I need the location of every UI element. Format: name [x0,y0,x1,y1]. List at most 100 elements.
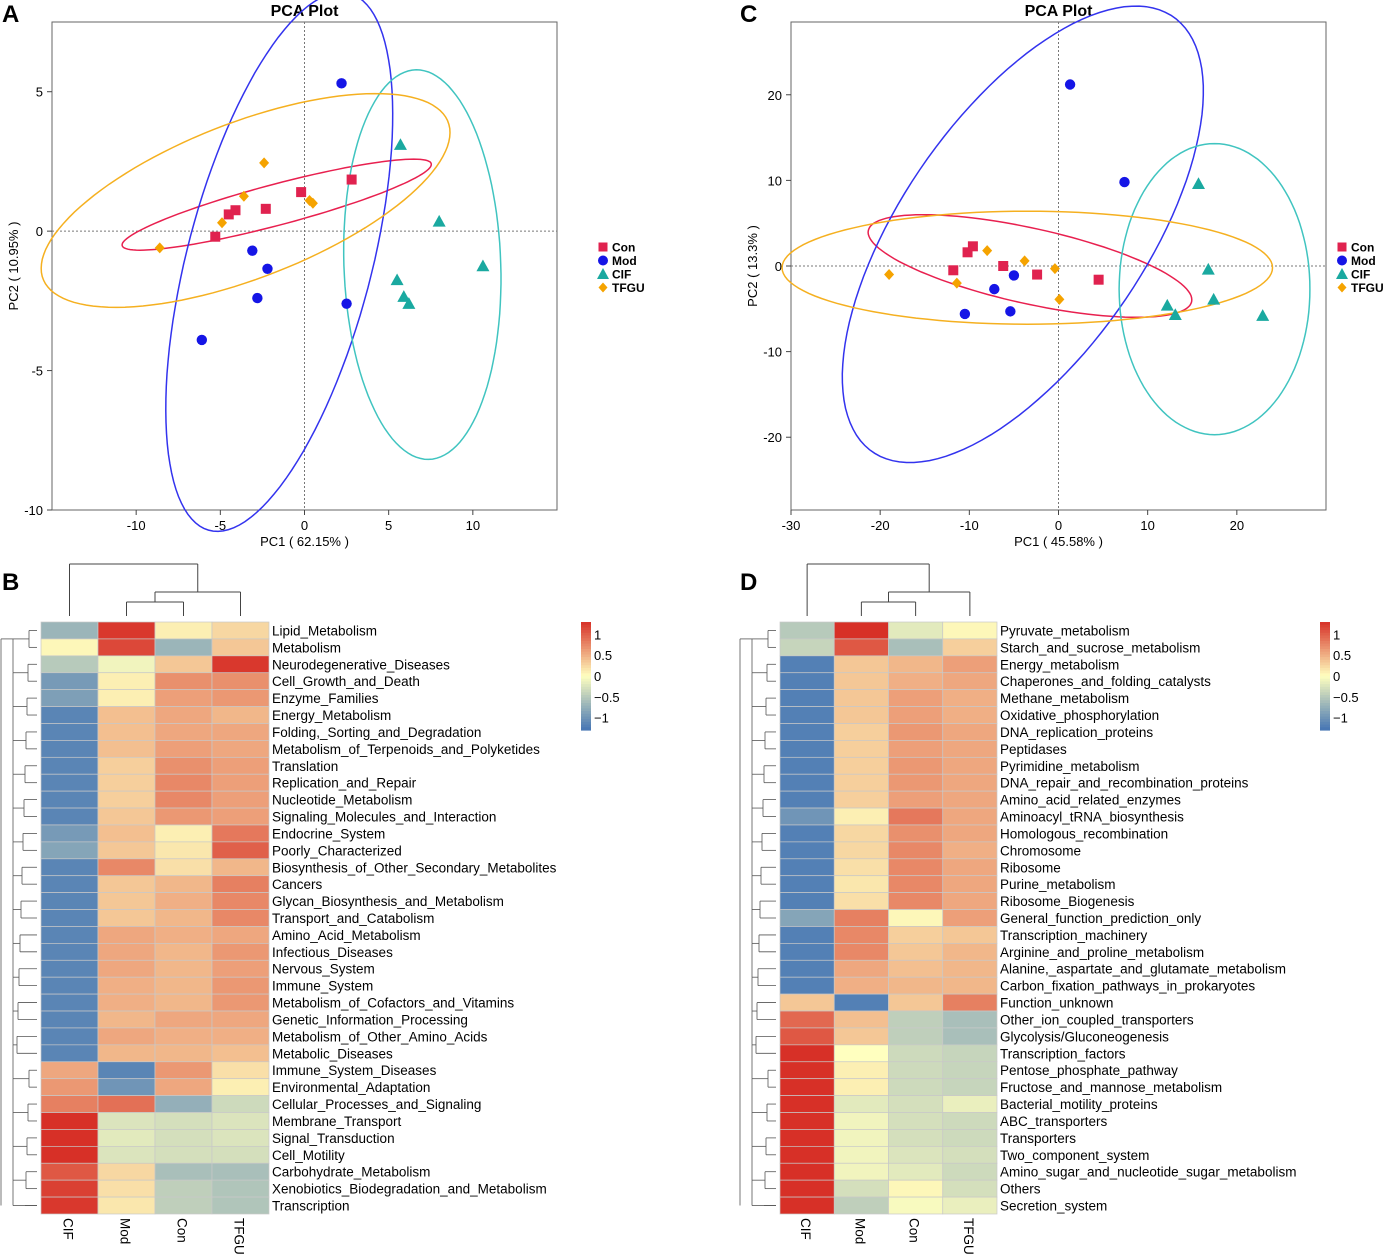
heat-d-cell [942,993,998,1012]
heat-b-cell [97,875,156,893]
heat-b-row-label: Signal_Transduction [272,1131,395,1146]
heat-d-cell [833,943,889,961]
heat-b-row-label: Cellular_Processes_and_Signaling [272,1097,481,1112]
heat-b-cell [40,1196,99,1215]
heat-d-row-label: Chaperones_and_folding_catalysts [1000,674,1211,689]
heat-b-row-label: Immune_System [272,979,373,994]
pca-c-point-tfgu [1019,255,1030,267]
heat-d-row-label: Secretion_system [1000,1199,1107,1214]
heat-b-cell [211,841,270,860]
heat-d-row-label: Two_component_system [1000,1148,1149,1163]
heat-d-row-label: DNA_replication_proteins [1000,725,1153,740]
heat-b-cell [97,756,156,775]
heat-b-row-label: Cell_Motility [272,1148,345,1163]
heat-b-cell [211,909,270,927]
heat-d-cell [942,959,998,978]
heat-d-cell [779,740,835,758]
heat-d-cell [779,807,835,826]
heat-d-cell [888,1129,944,1147]
heat-b-cell [40,1162,99,1181]
heat-b-cell [211,824,270,843]
heat-b-row-label: Environmental_Adaptation [272,1080,430,1095]
heat-d-column-label: Con [907,1218,922,1243]
heat-b-cell [40,1112,99,1130]
heat-d-cell [888,892,944,910]
heat-d-column-label: Mod [852,1218,867,1244]
pca-a-point-con [230,205,241,216]
heat-b-cell [40,689,99,707]
heat-d-row-label: Homologous_recombination [1000,826,1168,841]
pca-a-point-mod [341,298,352,309]
pca-c-legend-con-label: Con [1351,241,1374,255]
pca-a-xtick-label: 5 [385,518,392,533]
pca-a-ellipse-mod [165,0,394,533]
heat-b-colorbar-tick: −0.5 [594,690,620,705]
heat-b-cell [40,909,99,927]
heat-d-row-label: ABC_transporters [1000,1114,1108,1129]
heat-d-cell [942,909,998,927]
heat-d-colorbar-step [1320,632,1330,637]
pca-a-point-con [260,203,271,214]
heat-b-cell [40,723,99,741]
heat-d-cell [833,706,889,724]
heat-b-cell [211,756,270,775]
heat-b-cell [97,1129,156,1147]
heat-d-cell [888,909,944,927]
heat-d-cell [779,655,835,674]
pca-c-point-con [1032,269,1043,280]
heat-d-row-label: Function_unknown [1000,996,1113,1011]
pca-c-legend-cif-marker [1336,268,1348,279]
heat-b-colorbar-step [581,651,591,655]
pca-c-point-tfgu [982,245,993,257]
pca-a-point-con [210,231,221,242]
heat-b-colorbar-step [581,708,591,712]
heat-d-cell [779,1112,835,1130]
heat-b-colorbar-step [581,657,591,661]
heat-d-cell [779,1061,835,1080]
heat-b-colorbar-step [581,667,591,672]
heat-d-cell [779,858,835,877]
heat-d-cell [779,723,835,741]
heat-d-cell [888,926,944,944]
pca-a-point-mod [336,78,347,89]
heat-d-cell [888,773,944,792]
heat-d-colorbar-step [1320,635,1330,639]
heat-b-cell [211,943,270,961]
heat-b-cell [154,672,213,691]
heat-d-colorbar-step [1320,624,1330,628]
heat-d-cell [779,1044,835,1063]
heat-d-colorbar-step [1320,711,1330,715]
pca-c-point-tfgu [951,277,962,289]
heat-b-cell [97,1145,156,1164]
heat-b-cell [97,1095,156,1113]
heat-d-cell [833,1010,889,1029]
heat-b-cell [154,959,213,978]
pca-c-ellipse-cif [1118,142,1311,436]
heat-d-cell [833,1061,889,1080]
heat-d-cell [779,773,835,792]
heat-b-cell [97,740,156,758]
heat-d-cell [942,943,998,961]
heat-d-cell [942,723,998,741]
heat-b-cell [211,1112,270,1130]
heat-b-row-label: Xenobiotics_Biodegradation_and_Metabolis… [272,1182,547,1197]
heat-d-cell [779,1196,835,1215]
heat-d-cell [833,1179,889,1198]
heat-b-cell [40,655,99,674]
pca-a-point-cif [390,273,404,286]
heat-b-cell [211,1044,270,1063]
heat-b-row-label: Enzyme_Families [272,691,379,706]
pca-c-point-cif [1160,298,1174,311]
heat-b-cell [97,993,156,1012]
heat-b-cell [154,892,213,910]
pca-a-ytick-label: 5 [36,85,43,100]
pca-c-point-cif [1168,308,1182,320]
heat-d-cell [833,621,889,640]
heat-b-cell [154,790,213,809]
heat-b-cell [40,1129,99,1147]
pca-a-point-mod [262,263,273,274]
heat-d-cell [833,858,889,877]
heat-b-cell [97,638,156,657]
heat-b-cell [211,858,270,877]
pca-c-point-cif [1207,292,1221,305]
